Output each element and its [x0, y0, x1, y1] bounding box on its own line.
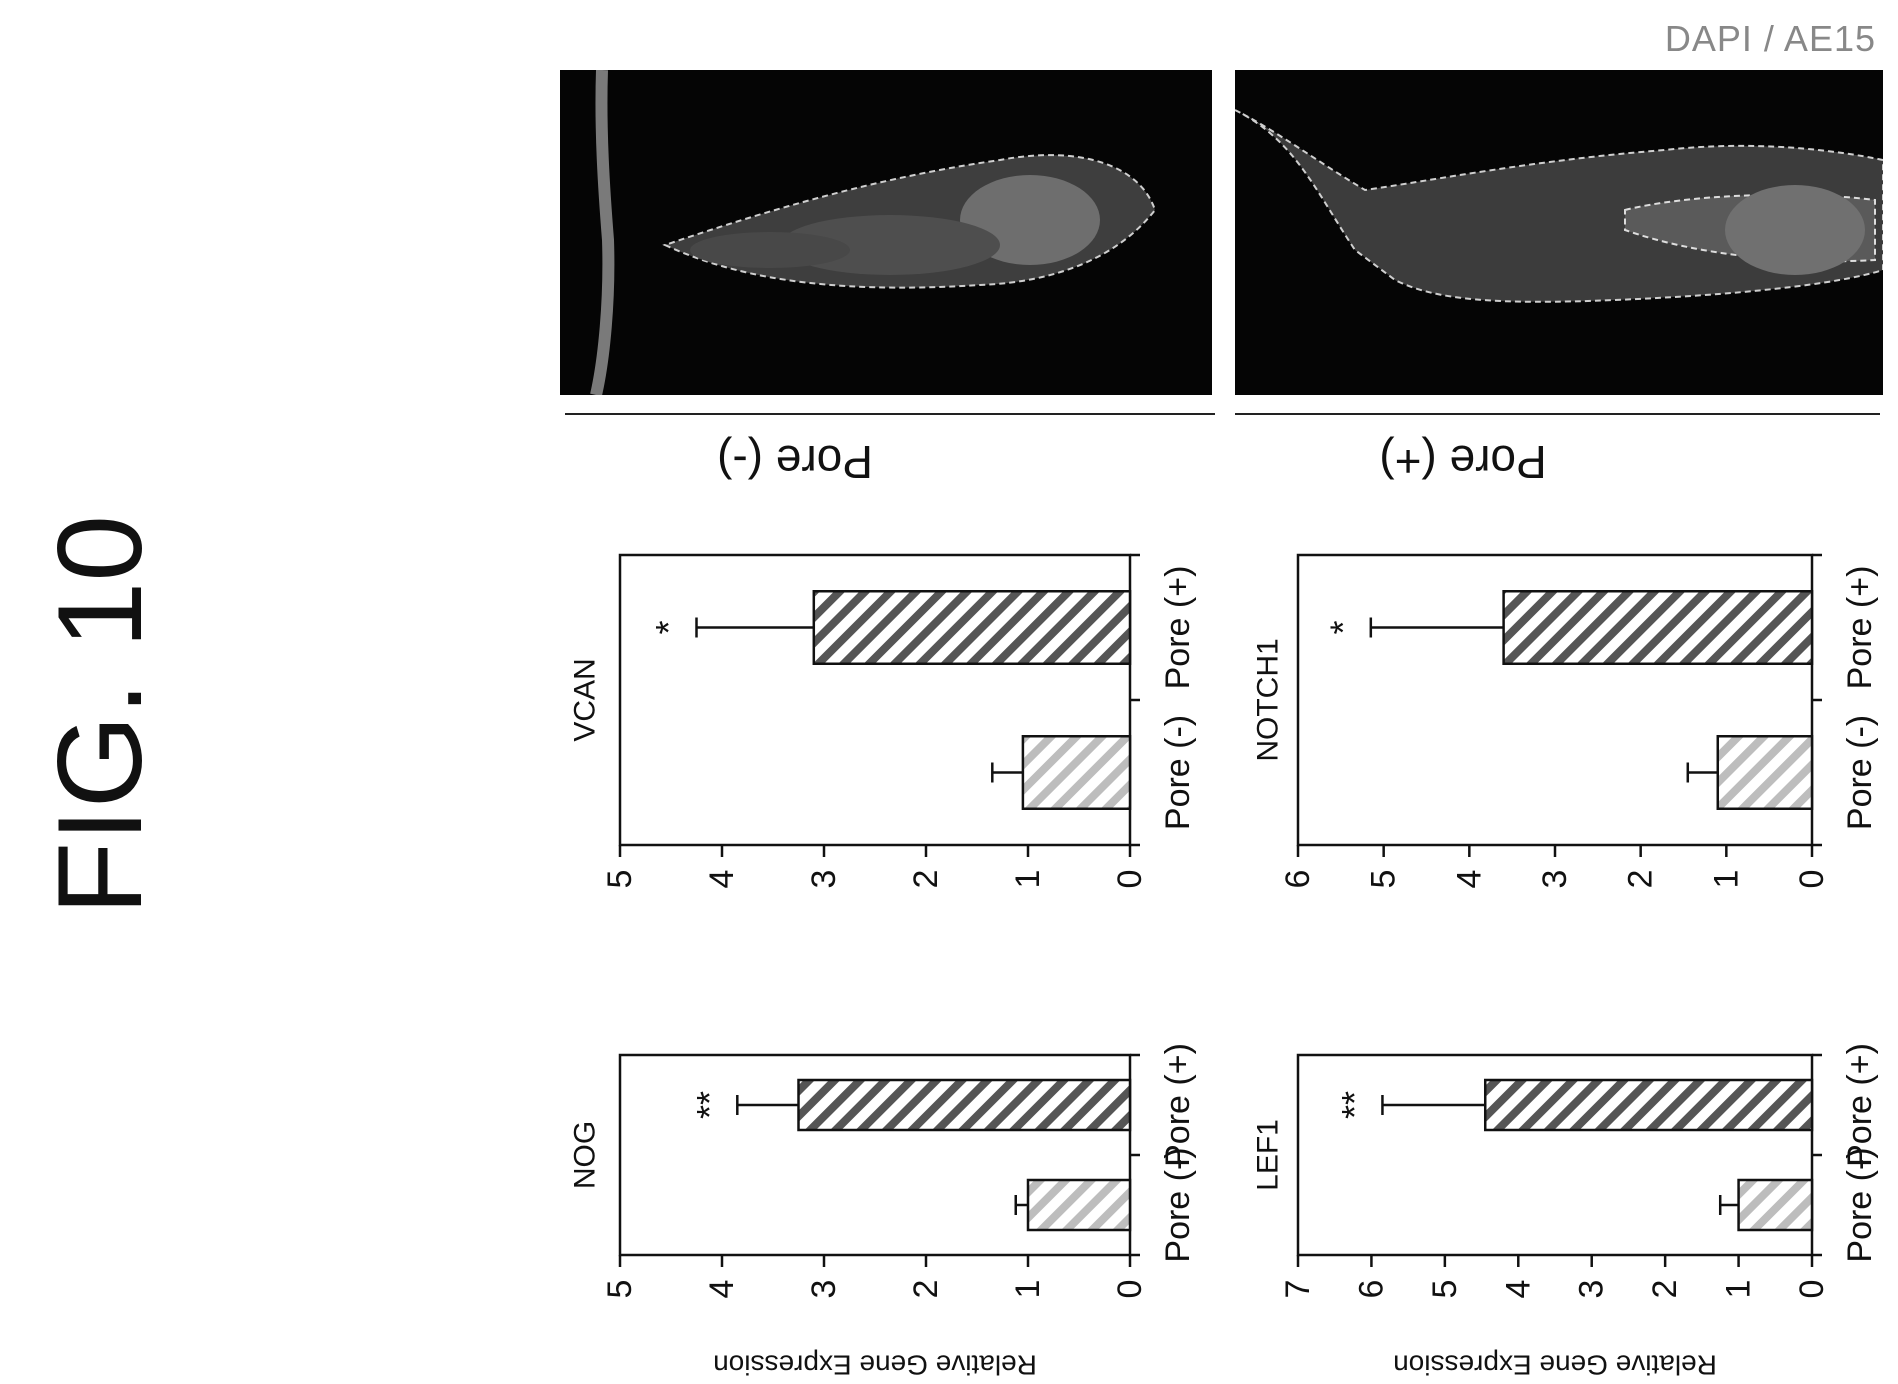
bar-pore-plus: [1483, 1078, 1814, 1132]
significance-marker: **: [1334, 1091, 1375, 1119]
value-tick-label: 4: [703, 870, 741, 889]
micrograph-pore-minus: [560, 70, 1212, 395]
chart-title: VCAN: [569, 658, 602, 741]
category-label: Pore (+): [1841, 566, 1879, 690]
bar-pore-plus: [1502, 590, 1814, 665]
value-tick-label: 1: [1009, 1280, 1047, 1299]
bar-pore-minus: [1021, 735, 1132, 810]
chart-vcan: 0 1 2 3 4 5 Pore (-) * Pore (+) VCAN: [569, 553, 1197, 889]
value-tick-label: 4: [703, 1280, 741, 1299]
value-tick-label: 3: [805, 870, 843, 889]
micrograph-pore-plus: [1235, 70, 1883, 395]
value-tick-label: 2: [1622, 870, 1660, 889]
stain-label: DAPI / AE15: [1664, 18, 1876, 59]
category-label: Pore (-): [1841, 1147, 1879, 1262]
value-tick-label: 1: [1720, 1280, 1758, 1299]
bar-pore-minus: [1716, 735, 1814, 810]
category-label: Pore (+): [1159, 1043, 1197, 1167]
category-label: Pore (+): [1159, 566, 1197, 690]
chart-title: LEF1: [1252, 1119, 1285, 1191]
value-tick-label: 0: [1111, 1280, 1149, 1299]
value-axis-label: Relative Gene Expression: [1393, 1350, 1717, 1381]
value-tick-label: 7: [1279, 1280, 1317, 1299]
value-tick-label: 1: [1009, 870, 1047, 889]
value-tick-label: 0: [1111, 870, 1149, 889]
chart-notch1: 0 1 2 3 4 5 6 Pore (-) * Pore (+) NOTCH1: [1252, 553, 1879, 889]
value-tick-label: 5: [601, 870, 639, 889]
bar-pore-minus: [1737, 1178, 1814, 1232]
value-tick-label: 5: [1426, 1280, 1464, 1299]
value-tick-label: 4: [1499, 1280, 1537, 1299]
chart-nog: 0 1 2 3 4 5 Pore (-) ** Pore (+) NOG Relative Gene…: [569, 1043, 1198, 1380]
condition-divider-top: [565, 413, 1215, 415]
bar-pore-minus: [1026, 1178, 1132, 1232]
figure-title-text: FIG. 10: [33, 515, 167, 915]
category-label: Pore (-): [1159, 1147, 1197, 1262]
condition-label-pore-minus: Pore (-): [717, 436, 873, 488]
condition-label-pore-plus: Pore (+): [1379, 436, 1547, 488]
value-tick-label: 3: [805, 1280, 843, 1299]
bar-pore-plus: [812, 590, 1132, 665]
chart-lef1: 0 1 2 3 4 5 6 7 Pore (-) ** Pore (+) LEF1 Relative G…: [1252, 1043, 1880, 1380]
category-label: Pore (-): [1159, 715, 1197, 830]
value-tick-label: 0: [1793, 870, 1831, 889]
value-tick-label: 1: [1707, 870, 1745, 889]
value-tick-label: 2: [907, 870, 945, 889]
value-tick-label: 3: [1536, 870, 1574, 889]
value-tick-label: 0: [1793, 1280, 1831, 1299]
significance-marker: *: [1322, 620, 1363, 634]
value-tick-label: 4: [1450, 870, 1488, 889]
value-axis-label: Relative Gene Expression: [713, 1350, 1037, 1381]
value-tick-label: 5: [601, 1280, 639, 1299]
value-tick-label: 2: [1646, 1280, 1684, 1299]
condition-divider-bottom: [1235, 413, 1880, 415]
significance-marker: *: [648, 620, 689, 634]
figure-title: FIG. 10: [33, 515, 167, 915]
chart-title: NOTCH1: [1252, 638, 1285, 761]
significance-marker: **: [689, 1091, 730, 1119]
value-tick-label: 2: [907, 1280, 945, 1299]
bar-pore-plus: [797, 1078, 1132, 1132]
value-tick-label: 6: [1279, 870, 1317, 889]
chart-title: NOG: [569, 1121, 602, 1189]
category-label: Pore (-): [1841, 715, 1879, 830]
value-tick-label: 5: [1365, 870, 1403, 889]
category-label: Pore (+): [1841, 1043, 1879, 1167]
value-tick-label: 6: [1352, 1280, 1390, 1299]
value-tick-label: 3: [1573, 1280, 1611, 1299]
